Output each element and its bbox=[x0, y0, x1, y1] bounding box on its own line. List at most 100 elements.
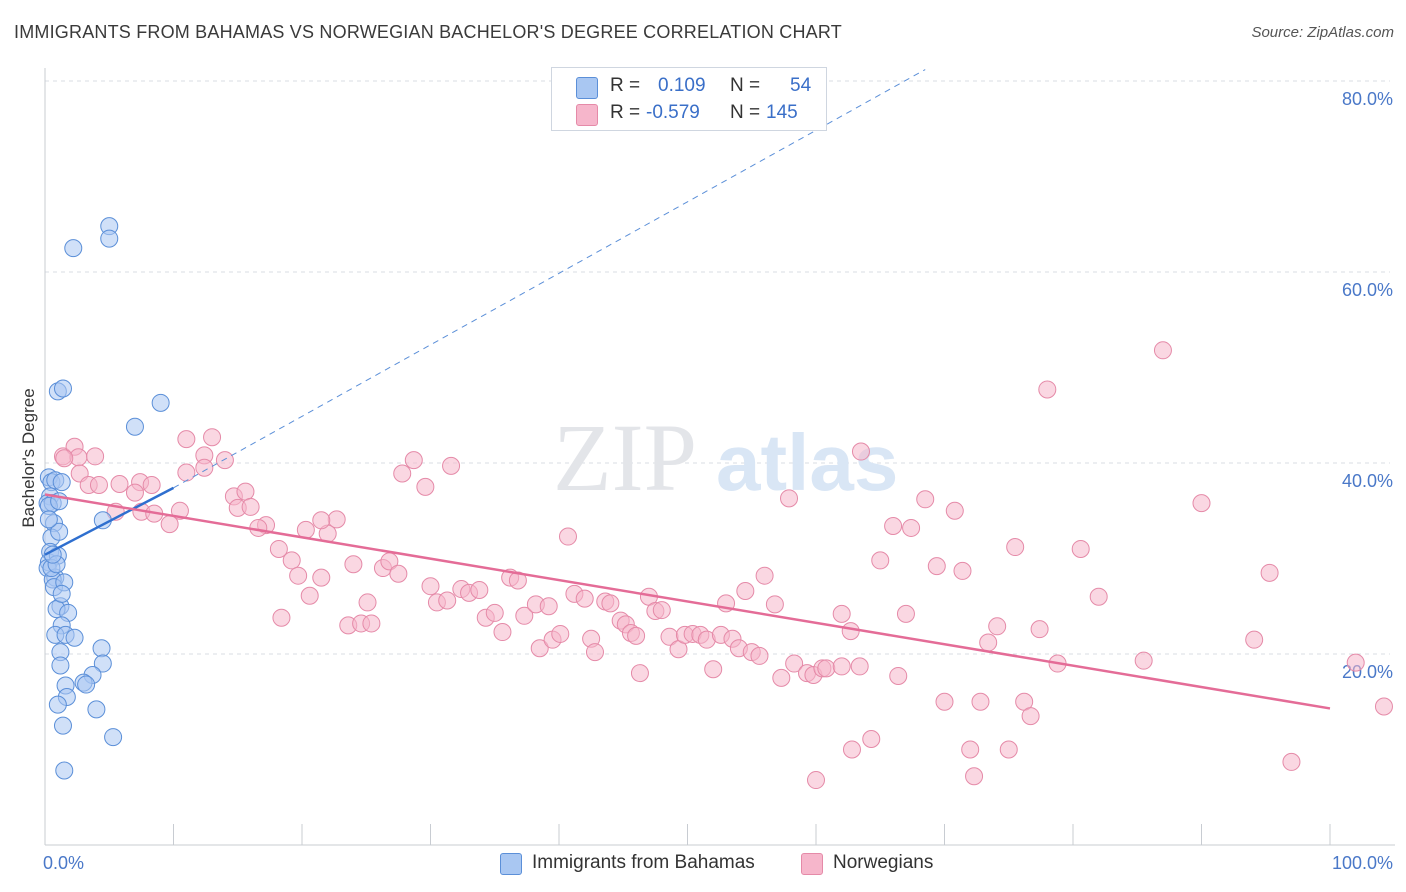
norwegians-point bbox=[902, 518, 921, 537]
norwegians-point bbox=[55, 449, 74, 468]
bahamas-point bbox=[65, 628, 84, 647]
norwegians-point bbox=[889, 666, 908, 685]
norwegians-point bbox=[851, 442, 870, 461]
norwegians-point bbox=[884, 517, 903, 536]
norwegians-point bbox=[1006, 538, 1025, 557]
norwegians-point bbox=[421, 577, 440, 596]
norwegians-point bbox=[493, 623, 512, 642]
norwegians-point bbox=[1030, 620, 1049, 639]
norwegians-point bbox=[344, 555, 363, 574]
norwegians-point bbox=[750, 646, 769, 665]
bahamas-point bbox=[77, 675, 96, 694]
norwegians-point bbox=[89, 475, 108, 494]
watermark-zip: ZIP bbox=[553, 404, 697, 511]
norwegians-point bbox=[272, 608, 291, 627]
norwegians-points bbox=[53, 341, 1393, 790]
norwegians-point bbox=[416, 477, 435, 496]
bahamas-point bbox=[48, 695, 67, 714]
norwegians-point bbox=[765, 595, 784, 614]
norwegians-point bbox=[289, 566, 308, 585]
axes bbox=[44, 68, 1395, 846]
norwegians-point bbox=[1153, 341, 1172, 360]
bahamas-point bbox=[125, 417, 144, 436]
norwegians-point bbox=[916, 490, 935, 509]
legend-n-value: 145 bbox=[766, 102, 798, 123]
norwegians-point bbox=[551, 624, 570, 643]
norwegians-point bbox=[945, 501, 964, 520]
norwegians-point bbox=[935, 692, 954, 711]
norwegians-point bbox=[953, 561, 972, 580]
norwegians-point bbox=[142, 475, 161, 494]
norwegians-point bbox=[282, 551, 301, 570]
norwegians-point bbox=[1245, 630, 1264, 649]
x-tick-label: 0.0% bbox=[43, 853, 84, 873]
bahamas-point bbox=[53, 379, 72, 398]
norwegians-point bbox=[358, 593, 377, 612]
norwegians-point bbox=[842, 740, 861, 759]
norwegians-point bbox=[850, 657, 869, 676]
norwegians-point bbox=[971, 692, 990, 711]
norwegians-point bbox=[704, 660, 723, 679]
bahamas-point bbox=[93, 654, 112, 673]
bahamas-point bbox=[43, 545, 62, 564]
norwegians-point bbox=[269, 539, 288, 558]
norwegians-point bbox=[965, 767, 984, 786]
bahamas-point bbox=[50, 522, 69, 541]
bahamas-trend-line bbox=[44, 486, 175, 556]
norwegians-point bbox=[1021, 707, 1040, 726]
norwegians-point bbox=[86, 447, 105, 466]
bahamas-point bbox=[104, 728, 123, 747]
chart-title: IMMIGRANTS FROM BAHAMAS VS NORWEGIAN BAC… bbox=[14, 22, 842, 42]
bahamas-point bbox=[53, 716, 72, 735]
norwegians-point bbox=[530, 639, 549, 658]
norwegians-point bbox=[862, 729, 881, 748]
legend-r-label: R = bbox=[610, 75, 641, 96]
bahamas-point bbox=[64, 239, 83, 258]
norwegians-point bbox=[1038, 380, 1057, 399]
norwegians-point bbox=[1192, 494, 1211, 513]
norwegians-point bbox=[807, 771, 825, 790]
norwegians-point bbox=[772, 668, 791, 687]
y-tick-label: 40.0% bbox=[1342, 471, 1393, 491]
norwegians-point bbox=[1134, 651, 1153, 670]
norwegians-point bbox=[300, 586, 319, 605]
norwegians-point bbox=[1089, 587, 1108, 606]
norwegians-point bbox=[236, 482, 255, 501]
norwegians-point bbox=[203, 428, 222, 447]
norwegians-point bbox=[832, 657, 851, 676]
norwegians-point bbox=[585, 643, 604, 662]
legend-n-value: 54 bbox=[790, 75, 812, 96]
norwegians-point bbox=[312, 511, 331, 530]
norwegians-point bbox=[362, 614, 381, 633]
norwegians-point bbox=[601, 594, 620, 613]
bahamas-point bbox=[92, 639, 111, 658]
norwegians-point bbox=[832, 604, 851, 623]
norwegians-point bbox=[177, 463, 196, 482]
norwegians-point bbox=[817, 659, 836, 678]
watermark-atlas: atlas bbox=[716, 418, 898, 507]
bahamas-point bbox=[52, 473, 71, 492]
norwegians-point bbox=[1282, 752, 1301, 771]
trend-lines bbox=[44, 69, 1331, 710]
bahamas-point bbox=[55, 761, 74, 780]
norwegians-point bbox=[177, 430, 196, 449]
norwegians-trend-line bbox=[44, 493, 1331, 710]
norwegians-point bbox=[389, 564, 408, 583]
y-tick-label: 60.0% bbox=[1342, 280, 1393, 300]
legend-n-label: N = bbox=[730, 102, 761, 123]
legend-swatch-norwegians bbox=[576, 104, 598, 126]
norwegians-point bbox=[508, 571, 527, 590]
bahamas-point bbox=[151, 393, 170, 412]
norwegians-point bbox=[979, 633, 998, 652]
norwegians-point bbox=[438, 591, 457, 610]
bahamas-points bbox=[38, 217, 170, 780]
norwegians-point bbox=[999, 740, 1018, 759]
norwegians-point bbox=[841, 622, 860, 641]
norwegians-point bbox=[312, 568, 331, 587]
norwegians-point bbox=[1260, 563, 1279, 582]
norwegians-point bbox=[558, 527, 577, 546]
bahamas-point bbox=[51, 656, 70, 675]
norwegians-point bbox=[961, 740, 980, 759]
y-tick-labels: 20.0%40.0%60.0%80.0% bbox=[1342, 89, 1393, 682]
